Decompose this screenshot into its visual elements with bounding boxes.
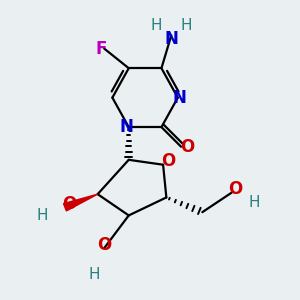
Text: N: N <box>164 30 178 48</box>
Text: H: H <box>151 18 162 33</box>
Text: O: O <box>62 195 76 213</box>
Text: H: H <box>180 18 192 33</box>
Text: H: H <box>88 267 100 282</box>
Text: H: H <box>249 195 260 210</box>
Text: O: O <box>161 152 175 170</box>
Text: N: N <box>119 118 133 136</box>
Text: O: O <box>97 236 111 254</box>
Text: O: O <box>180 138 194 156</box>
Text: O: O <box>228 180 242 198</box>
Text: N: N <box>172 89 186 107</box>
Text: H: H <box>36 208 48 223</box>
Polygon shape <box>64 194 98 211</box>
Text: F: F <box>95 40 106 58</box>
